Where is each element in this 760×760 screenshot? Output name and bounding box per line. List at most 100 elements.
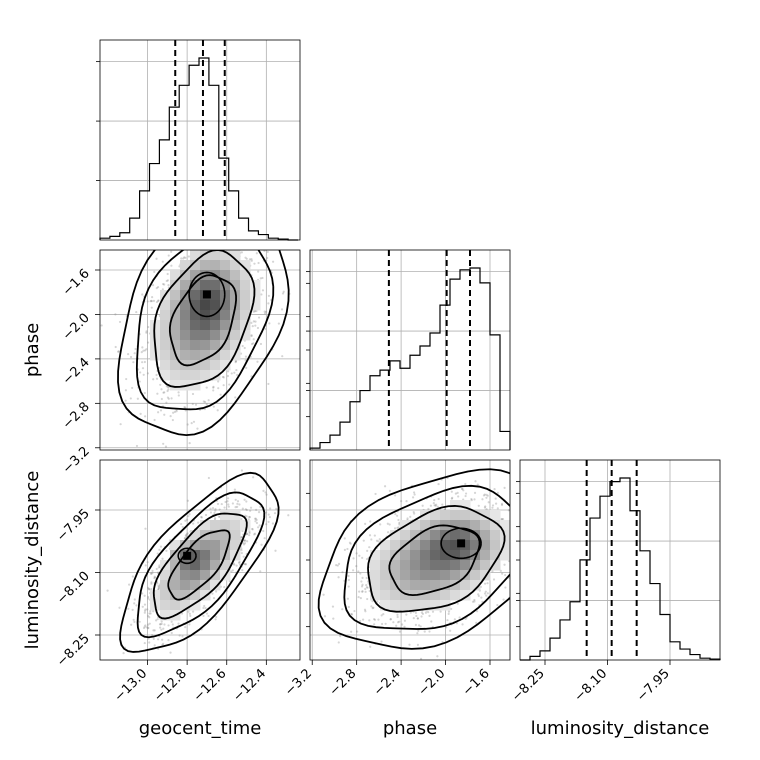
sample-point (487, 501, 490, 504)
density-cell (450, 510, 461, 521)
sample-point (464, 482, 467, 486)
sample-point (173, 410, 177, 413)
sample-point (119, 423, 122, 426)
sample-point (167, 397, 170, 400)
sample-point (339, 635, 342, 638)
sample-point (483, 592, 487, 595)
sample-point (477, 593, 480, 596)
sample-point (190, 243, 192, 245)
sample-point (152, 299, 155, 302)
sample-point (504, 573, 507, 577)
sample-point (150, 588, 153, 591)
density-cell (210, 580, 221, 591)
sample-point (181, 247, 183, 249)
sample-point (150, 299, 153, 302)
sample-point (150, 582, 153, 585)
density-cell (230, 520, 241, 531)
density-cell (430, 600, 441, 611)
sample-point (154, 619, 158, 622)
sample-point (129, 397, 132, 400)
sample-point (169, 651, 172, 654)
sample-point (532, 482, 534, 484)
sample-point (165, 549, 168, 552)
sample-point (142, 373, 145, 376)
sample-point (396, 526, 399, 529)
sample-point (361, 618, 365, 621)
sample-point (394, 513, 397, 516)
sample-point (162, 442, 165, 445)
sample-point (241, 344, 244, 348)
density-cell (190, 330, 201, 341)
density-cell (160, 610, 171, 621)
sample-point (389, 618, 392, 621)
density-cell (410, 520, 421, 531)
sample-point (163, 283, 166, 286)
sample-point (129, 355, 133, 359)
sample-point (153, 270, 156, 273)
sample-point (157, 566, 160, 569)
sample-point (180, 522, 183, 526)
sample-point (186, 423, 189, 426)
sample-point (160, 397, 163, 401)
density-cell (170, 340, 181, 351)
sample-point (486, 494, 489, 497)
sample-point (359, 619, 362, 623)
sample-point (161, 288, 164, 291)
sample-point (200, 516, 203, 519)
density-cell (220, 510, 231, 521)
sample-point (517, 528, 519, 530)
sample-point (398, 521, 401, 525)
density-cell (400, 530, 411, 541)
sample-point (156, 618, 159, 621)
sample-point (382, 613, 385, 616)
sample-point (259, 342, 263, 346)
sample-point (147, 623, 150, 626)
sample-point (259, 505, 262, 508)
sample-point (139, 371, 142, 374)
sample-point (254, 517, 257, 520)
sample-point (158, 564, 161, 567)
density-cell (240, 260, 251, 271)
density-cell (390, 590, 401, 601)
sample-point (398, 523, 401, 526)
density-cell (210, 300, 221, 311)
sample-point (260, 293, 263, 296)
sample-point (415, 614, 418, 618)
sample-point (376, 600, 379, 603)
sample-point (346, 547, 349, 551)
sample-point (236, 500, 240, 503)
sample-point (429, 504, 432, 507)
x-tick-label: −2.0 (415, 666, 448, 699)
sample-point (355, 565, 358, 568)
density-peak (183, 551, 192, 560)
sample-point (203, 604, 206, 608)
sample-point (336, 564, 339, 567)
sample-point (231, 569, 234, 572)
sample-point (517, 512, 519, 514)
sample-point (254, 324, 257, 327)
sample-point (219, 222, 221, 224)
density-cell (170, 270, 181, 281)
density-cell (450, 520, 461, 531)
sample-point (395, 514, 399, 517)
sample-point (256, 526, 260, 529)
density-cell (490, 510, 501, 521)
sample-point (158, 548, 161, 551)
sample-point (132, 361, 135, 364)
sample-point (150, 633, 154, 637)
sample-point (151, 296, 154, 299)
sample-point (523, 520, 525, 522)
sample-point (151, 571, 154, 575)
sample-point (413, 493, 416, 496)
sample-point (361, 556, 364, 559)
sample-point (150, 300, 153, 303)
sample-point (184, 534, 187, 537)
density-cell (190, 590, 201, 601)
density-cell (370, 570, 381, 581)
sample-point (158, 623, 162, 626)
sample-point (170, 620, 173, 623)
sample-point (365, 584, 368, 587)
sample-point (156, 552, 159, 555)
sample-point (267, 513, 270, 516)
sample-point (248, 531, 251, 535)
